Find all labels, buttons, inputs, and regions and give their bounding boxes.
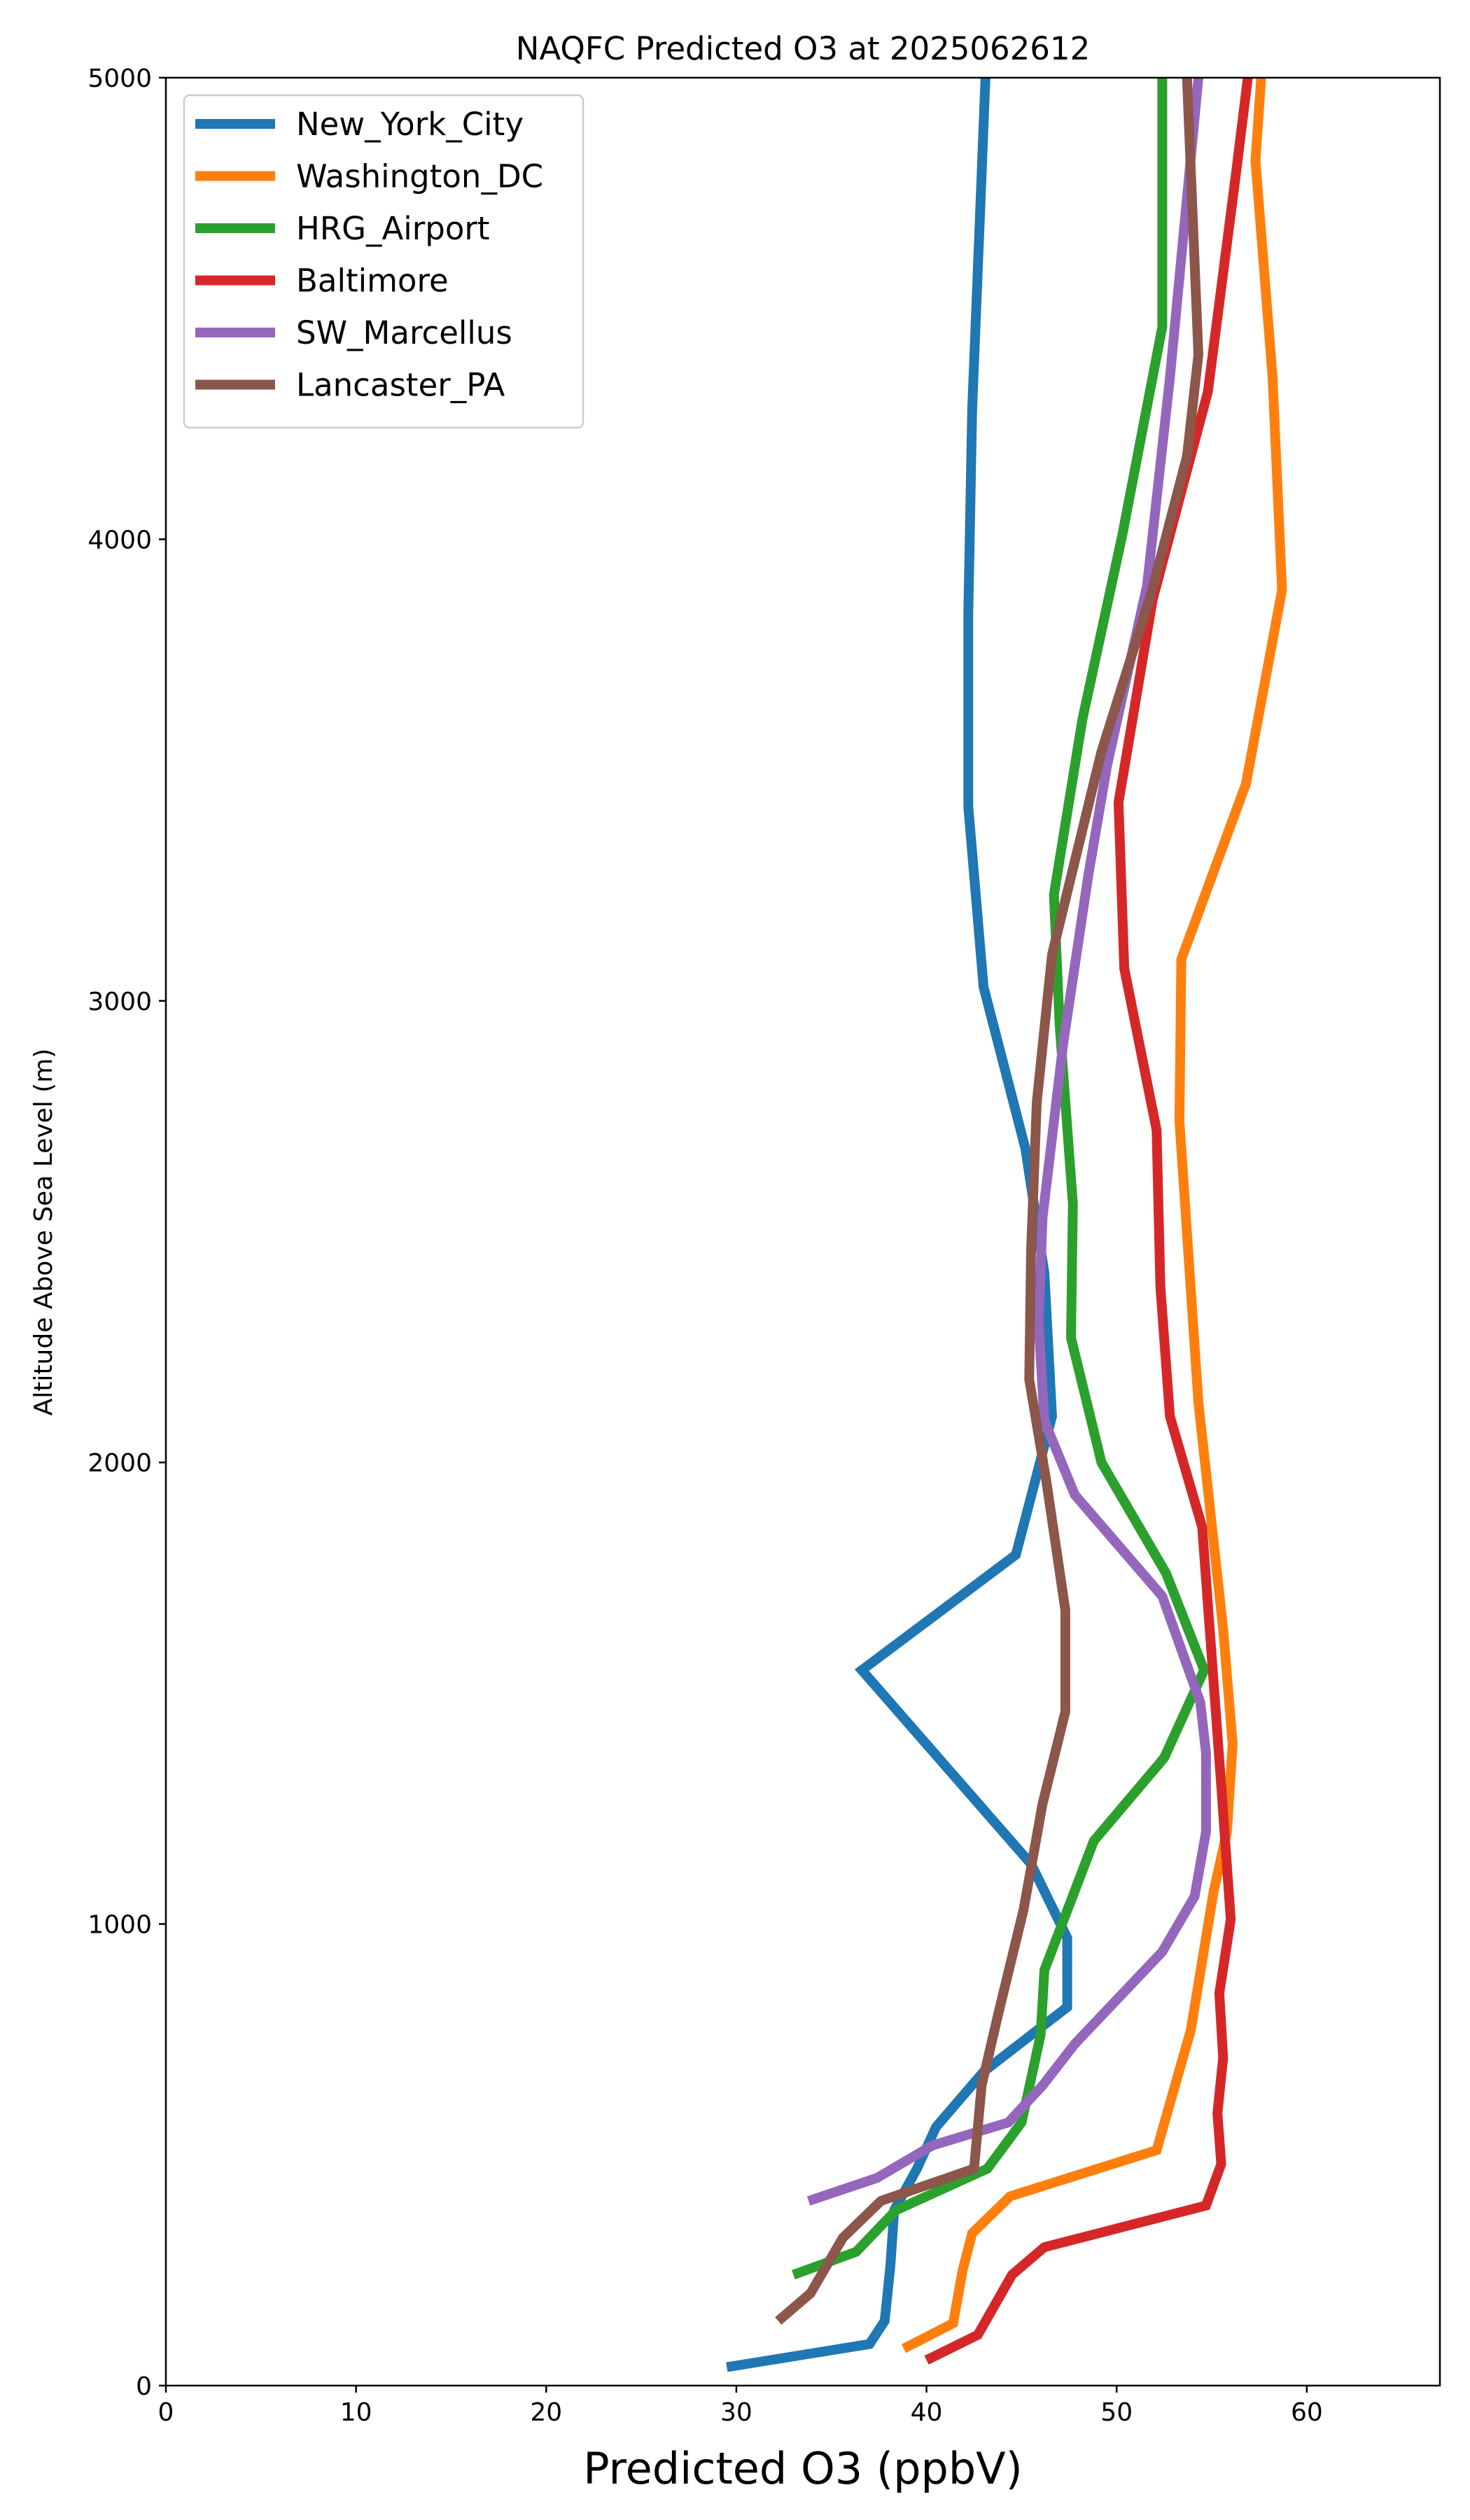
x-tick-label: 30 [720, 2398, 752, 2427]
series-line-new-york-city [726, 77, 1072, 2372]
plot-frame [164, 76, 1441, 2387]
series-line-lancaster-pa [775, 77, 1204, 2325]
chart-title: NAQFC Predicted O3 at 2025062612 [516, 30, 1090, 67]
series-line-baltimore [924, 77, 1253, 2365]
y-axis-ticks: 0 1000 2000 3000 4000 5000 [88, 64, 166, 2401]
series-line-hrg-airport [791, 78, 1210, 2280]
x-tick-label: 0 [158, 2398, 174, 2427]
legend: New_York_City Washington_DC HRG_Airport Bal… [183, 94, 584, 429]
y-tick-label: 1000 [88, 1911, 152, 1940]
x-tick-label: 50 [1100, 2398, 1133, 2427]
legend-box [183, 94, 584, 429]
x-tick-label: 20 [530, 2398, 562, 2427]
legend-label-baltimore: Baltimore [296, 262, 449, 300]
y-tick-label: 4000 [88, 526, 152, 554]
x-tick-label: 10 [340, 2398, 372, 2427]
series-line-sw-marcellus [806, 77, 1211, 2206]
legend-label-new-york-city: New_York_City [296, 106, 524, 143]
series-layer [726, 77, 1287, 2372]
x-tick-label: 60 [1291, 2398, 1323, 2427]
legend-label-lancaster-pa: Lancaster_PA [296, 367, 505, 404]
legend-label-washington-dc: Washington_DC [296, 158, 543, 195]
y-tick-label: 5000 [88, 64, 152, 93]
x-tick-label: 40 [911, 2398, 943, 2427]
y-axis-label: Altitude Above Sea Level (m) [29, 1049, 58, 1416]
legend-label-sw-marcellus: SW_Marcellus [296, 314, 512, 351]
y-tick-label: 0 [136, 2372, 152, 2401]
y-tick-label: 3000 [88, 988, 152, 1016]
x-axis-ticks: 0 10 20 30 40 50 60 [158, 2386, 1323, 2427]
x-axis-label: Predicted O3 (ppbV) [583, 2443, 1023, 2494]
y-tick-label: 2000 [88, 1449, 152, 1478]
series-line-washington-dc [901, 77, 1287, 2353]
legend-label-hrg-airport: HRG_Airport [296, 210, 490, 247]
